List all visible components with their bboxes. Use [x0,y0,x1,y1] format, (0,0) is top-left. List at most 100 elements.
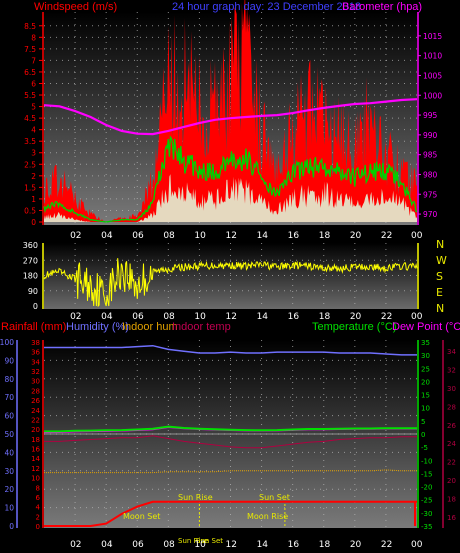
humidity-tick-label: 100 [0,338,14,347]
x-tick-label: 12 [226,540,237,550]
wind-tick-label: 0 [31,218,36,227]
compass-label: S [436,270,443,283]
wind-min-series [44,174,417,222]
humidity-tick-label: 30 [4,467,14,476]
rain-tick-label: 38 [31,339,40,347]
wind-tick-label: 7 [31,56,36,65]
x-tick-label: 04 [101,231,113,241]
baro-tick-label: 990 [423,131,438,140]
humidity-tick-label: 0 [9,522,14,531]
indoor-temp-tick-label: 26 [447,422,456,430]
baro-tick-label: 995 [423,111,438,120]
x-tick-label: 16 [288,540,300,550]
wind-average-series [43,135,418,223]
astro-annotation: Moon Set [123,512,160,521]
humidity-tick-label: 20 [4,485,14,494]
x-tick-label: 00 [411,231,423,241]
x-tick-label: 02 [70,540,81,550]
x-tick-label: 16 [288,231,300,241]
temp-tick-label: 30 [421,352,430,360]
wind-tick-label: 5 [31,103,36,112]
rain-series [44,500,417,527]
x-tick-label: 22 [381,231,392,241]
humidity-series [44,344,417,356]
x-tick-label: 06 [132,312,144,322]
rain-tick-label: 8 [36,484,40,492]
rain-tick-label: 0 [36,523,40,531]
x-tick-label: 12 [226,231,237,241]
x-tick-label: 14 [257,231,269,241]
x-tick-label: 00 [411,312,423,322]
indoor-temp-tick-label: 28 [447,403,456,411]
direction-tick-label: 270 [23,256,38,265]
dewpoint-axis-title: Dew Point (°C) [392,321,460,333]
humidity-tick-label: 40 [4,448,14,457]
direction-tick-label: 180 [23,272,38,281]
astro-annotation-bottom: Sun Rise [178,537,208,545]
wind-tick-label: 7.5 [24,45,36,54]
wind-tick-label: 2.5 [24,160,36,169]
indoor-humidity-series [44,469,417,474]
wind-tick-label: 0.5 [24,206,36,215]
x-tick-label: 22 [381,540,392,550]
temp-tick-label: 20 [421,378,430,386]
baro-tick-label: 1000 [423,91,442,100]
x-tick-label: 18 [319,312,331,322]
wind-tick-label: 6.5 [24,68,36,77]
x-tick-label: 20 [350,312,362,322]
rain-tick-label: 16 [31,446,40,454]
temp-tick-label: 0 [421,431,425,439]
temp-tick-label: -15 [421,470,432,478]
x-tick-label: 04 [101,540,113,550]
wind-tick-label: 8 [31,33,36,42]
x-tick-label: 18 [319,231,331,241]
wind-tick-label: 3.5 [24,137,36,146]
x-tick-label: 10 [194,540,206,550]
wind-tick-label: 1.5 [24,183,36,192]
temp-tick-label: -5 [421,444,428,452]
indoor-temp-tick-label: 24 [447,440,456,448]
x-tick-label: 14 [257,540,269,550]
indoor-temp-tick-label: 30 [447,385,456,393]
baro-tick-label: 1005 [423,71,442,80]
temperature-axis-title: Temperature (°C) [312,321,396,333]
rain-tick-label: 6 [36,494,41,502]
rain-tick-label: 14 [31,455,40,463]
wind-tick-label: 3 [31,149,36,158]
compass-label: W [436,254,447,267]
barometer-series [43,98,418,136]
x-tick-label: 02 [70,312,81,322]
humidity-tick-label: 70 [4,393,14,402]
x-tick-label: 10 [194,312,206,322]
x-tick-label: 00 [411,540,423,550]
indoor-temp-tick-label: 20 [447,477,456,485]
baro-tick-label: 980 [423,170,438,179]
x-tick-label: 20 [350,231,362,241]
wind-tick-label: 1 [31,195,36,204]
x-tick-label: 16 [288,312,300,322]
humidity-tick-label: 60 [4,412,14,421]
rain-tick-label: 20 [31,426,40,434]
temp-tick-label: -35 [421,523,432,531]
x-tick-label: 08 [163,231,175,241]
indoor-temp-tick-label: 18 [447,495,456,503]
baro-tick-label: 985 [423,151,438,160]
direction-tick-label: 90 [28,287,38,296]
rain-tick-label: 28 [31,387,40,395]
temp-tick-label: 35 [421,339,430,347]
humidity-tick-label: 10 [4,504,14,513]
baro-tick-label: 970 [423,210,438,219]
indoor-temp-tick-label: 34 [447,348,456,356]
chart-title: 24 hour graph day: 23 December 2018 [172,1,361,13]
temp-tick-label: 5 [421,418,425,426]
wind-tick-label: 8.5 [24,22,36,31]
indoor-temp-tick-label: 16 [447,514,456,522]
x-tick-label: 04 [101,312,113,322]
indoor-temp-series [44,435,417,449]
rain-axis-title: Rainfall (mm) [1,321,66,333]
indoor-temp-title: Indoor temp [172,321,231,333]
rain-tick-label: 2 [36,513,40,521]
x-tick-label: 08 [163,540,175,550]
x-tick-label: 14 [257,312,269,322]
